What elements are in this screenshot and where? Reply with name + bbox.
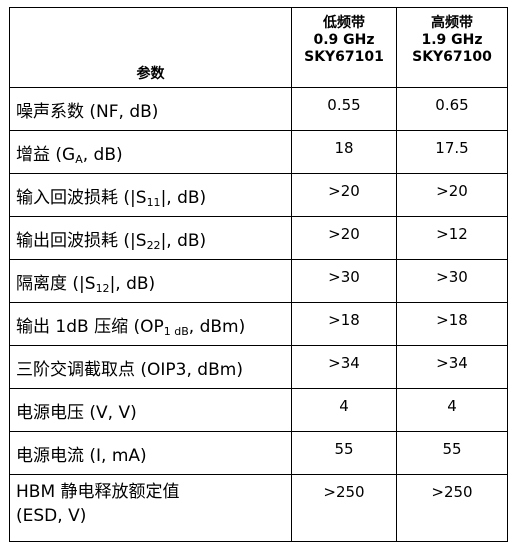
table-row: 电源电流 (I, mA) 55 55 bbox=[9, 431, 508, 475]
table-row: 电源电压 (V, V) 4 4 bbox=[9, 388, 508, 432]
table-row: 输入回波损耗 (|S11|, dB) >20 >20 bbox=[9, 173, 508, 217]
param-text-end: , dB) bbox=[82, 144, 123, 165]
param-subscript: 22 bbox=[146, 238, 161, 252]
param-name: 增益 (GA, dB) bbox=[9, 130, 292, 174]
param-name: 三阶交调截取点 (OIP3, dBm) bbox=[9, 345, 292, 389]
param-text: 噪声系数 (NF, dB) bbox=[16, 101, 159, 122]
param-text: 电源电流 (I, mA) bbox=[16, 445, 147, 466]
high-band-value: 4 bbox=[396, 388, 508, 432]
low-band-value: >34 bbox=[291, 345, 397, 389]
low-band-value: 18 bbox=[291, 130, 397, 174]
high-band-part: SKY67100 bbox=[412, 49, 492, 65]
low-band-value: 55 bbox=[291, 431, 397, 475]
param-text-end: |, dB) bbox=[160, 230, 207, 251]
high-band-value: >20 bbox=[396, 173, 508, 217]
param-subscript: 1 dB bbox=[163, 324, 189, 338]
low-band-name: 低频带 bbox=[323, 15, 365, 31]
high-band-header: 高频带 1.9 GHz SKY67100 bbox=[396, 7, 508, 88]
low-band-value: >250 bbox=[291, 474, 397, 542]
low-band-value: >20 bbox=[291, 173, 397, 217]
table-row: 隔离度 (|S12|, dB) >30 >30 bbox=[9, 259, 508, 303]
high-band-value: 0.65 bbox=[396, 87, 508, 131]
table-row: 输出回波损耗 (|S22|, dB) >20 >12 bbox=[9, 216, 508, 260]
low-band-part: SKY67101 bbox=[304, 49, 384, 65]
param-header: 参数 bbox=[9, 7, 292, 88]
low-band-value: >20 bbox=[291, 216, 397, 260]
low-band-value: 0.55 bbox=[291, 87, 397, 131]
table-row: HBM 静电释放额定值 (ESD, V) >250 >250 bbox=[9, 474, 508, 542]
param-subscript: 11 bbox=[146, 195, 161, 209]
table-row: 增益 (GA, dB) 18 17.5 bbox=[9, 130, 508, 174]
param-name: 隔离度 (|S12|, dB) bbox=[9, 259, 292, 303]
high-band-value: >30 bbox=[396, 259, 508, 303]
low-band-value: >30 bbox=[291, 259, 397, 303]
param-name: 电源电流 (I, mA) bbox=[9, 431, 292, 475]
param-text: HBM 静电释放额定值 bbox=[16, 482, 180, 502]
param-text: 输出 1dB 压缩 (OP bbox=[16, 316, 164, 337]
high-band-value: 17.5 bbox=[396, 130, 508, 174]
high-band-value: >250 bbox=[396, 474, 508, 542]
header-row: 参数 低频带 0.9 GHz SKY67101 高频带 1.9 GHz SKY6… bbox=[9, 7, 508, 88]
param-name: 噪声系数 (NF, dB) bbox=[9, 87, 292, 131]
param-name: 输入回波损耗 (|S11|, dB) bbox=[9, 173, 292, 217]
high-band-value: >12 bbox=[396, 216, 508, 260]
param-text-end: (ESD, V) bbox=[16, 506, 87, 526]
param-text: 电源电压 (V, V) bbox=[16, 402, 137, 423]
high-band-value: >34 bbox=[396, 345, 508, 389]
param-name: 电源电压 (V, V) bbox=[9, 388, 292, 432]
param-name: 输出 1dB 压缩 (OP1 dB, dBm) bbox=[9, 302, 292, 346]
table-row: 噪声系数 (NF, dB) 0.55 0.65 bbox=[9, 87, 508, 131]
param-text: 输出回波损耗 (|S bbox=[16, 230, 147, 251]
low-band-freq: 0.9 GHz bbox=[313, 32, 375, 48]
low-band-value: >18 bbox=[291, 302, 397, 346]
param-text: 三阶交调截取点 (OIP3, dBm) bbox=[16, 359, 243, 380]
param-name: HBM 静电释放额定值 (ESD, V) bbox=[9, 474, 292, 542]
high-band-value: >18 bbox=[396, 302, 508, 346]
param-text-end: |, dB) bbox=[109, 273, 156, 294]
high-band-freq: 1.9 GHz bbox=[421, 32, 483, 48]
param-name: 输出回波损耗 (|S22|, dB) bbox=[9, 216, 292, 260]
param-text: 隔离度 (|S bbox=[16, 273, 96, 294]
spec-table: 参数 低频带 0.9 GHz SKY67101 高频带 1.9 GHz SKY6… bbox=[9, 7, 508, 542]
table-row: 输出 1dB 压缩 (OP1 dB, dBm) >18 >18 bbox=[9, 302, 508, 346]
high-band-name: 高频带 bbox=[431, 15, 473, 31]
param-text: 增益 (G bbox=[16, 144, 76, 165]
param-text-end: |, dB) bbox=[160, 187, 207, 208]
high-band-value: 55 bbox=[396, 431, 508, 475]
table-row: 三阶交调截取点 (OIP3, dBm) >34 >34 bbox=[9, 345, 508, 389]
param-text-end: , dBm) bbox=[188, 316, 246, 337]
low-band-value: 4 bbox=[291, 388, 397, 432]
param-text: 输入回波损耗 (|S bbox=[16, 187, 147, 208]
param-subscript: A bbox=[75, 152, 83, 166]
param-subscript: 12 bbox=[95, 281, 110, 295]
low-band-header: 低频带 0.9 GHz SKY67101 bbox=[291, 7, 397, 88]
